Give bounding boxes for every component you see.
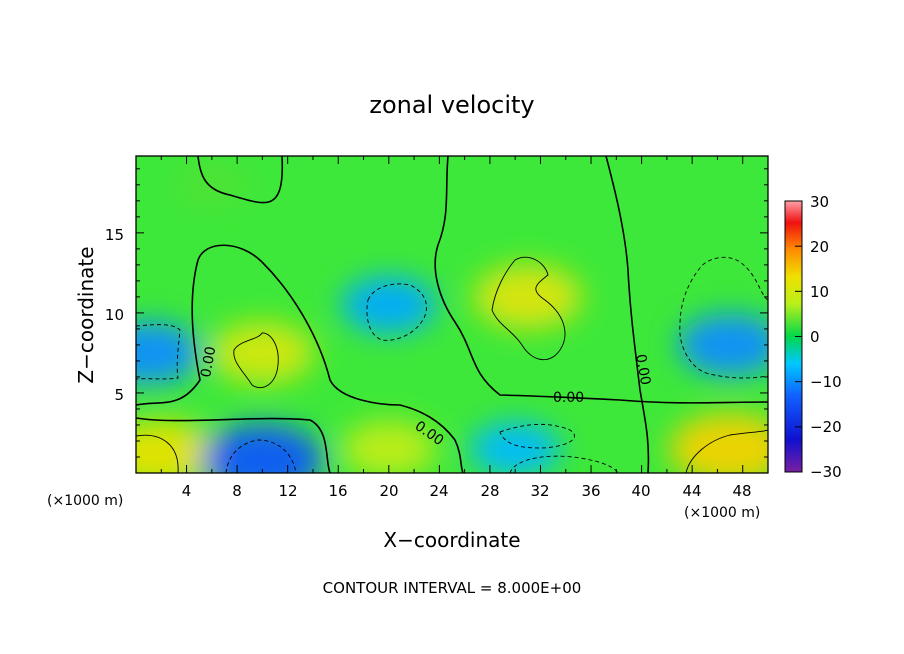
contour-positive-left-core bbox=[233, 332, 279, 389]
colorbar-tick-label: 10 bbox=[810, 283, 829, 301]
contour-label-left: 0.00 bbox=[198, 345, 219, 378]
x-tick-label: 16 bbox=[328, 482, 347, 500]
heatmap-region bbox=[669, 412, 768, 473]
heatmap-region bbox=[136, 420, 218, 473]
contour-negative-center bbox=[366, 283, 427, 341]
contour-label-center-right: 0.00 bbox=[553, 390, 584, 406]
x-tick-label: 40 bbox=[631, 482, 650, 500]
y-unit-label: (×1000 m) bbox=[47, 493, 123, 509]
contour-zero-left-loop bbox=[136, 244, 464, 473]
x-axis-label: X−coordinate bbox=[383, 528, 520, 552]
colorbar-tick-label: 20 bbox=[810, 238, 829, 256]
colorbar-tick-label: 30 bbox=[810, 193, 829, 211]
x-tick-label: 36 bbox=[581, 482, 600, 500]
heatmap-background bbox=[136, 156, 768, 473]
contour-negative-bottom-left bbox=[225, 439, 297, 473]
heatmap-region bbox=[201, 424, 324, 473]
heatmap-region bbox=[136, 321, 201, 384]
heatmap-region bbox=[341, 420, 437, 473]
x-tick-label: 44 bbox=[682, 482, 701, 500]
heatmap-region bbox=[473, 264, 583, 330]
x-tick-label: 48 bbox=[732, 482, 751, 500]
colorbar-tick-label: −20 bbox=[810, 418, 842, 436]
contour-negative-bottom-center bbox=[499, 423, 576, 449]
contour-zero-vertical-right bbox=[605, 156, 650, 473]
contour-zero-upper-right bbox=[434, 156, 768, 404]
contour-label-right-vertical: 0.00 bbox=[632, 353, 653, 386]
x-tick-label: 32 bbox=[530, 482, 549, 500]
heatmap-region bbox=[678, 313, 768, 376]
heatmap-field bbox=[136, 156, 768, 473]
heatmap-region bbox=[210, 321, 315, 384]
chart-title: zonal velocity bbox=[369, 91, 534, 119]
y-tick-label: 10 bbox=[105, 306, 124, 324]
x-tick-label: 28 bbox=[480, 482, 499, 500]
contour-interval-note: CONTOUR INTERVAL = 8.000E+00 bbox=[323, 579, 582, 597]
contour-positive-lower-left bbox=[136, 434, 179, 473]
colorbar-tick-label: −30 bbox=[810, 463, 842, 481]
contour-lines bbox=[136, 156, 768, 473]
heatmap-region bbox=[341, 276, 437, 334]
contour-zero-upper-left bbox=[197, 156, 284, 204]
contour-negative-left bbox=[136, 324, 181, 380]
y-tick-label: 5 bbox=[114, 386, 124, 404]
x-tick-label: 4 bbox=[182, 482, 192, 500]
axis-ticks bbox=[136, 156, 769, 473]
plot-frame bbox=[135, 155, 769, 474]
x-tick-label: 12 bbox=[278, 482, 297, 500]
heatmap-region bbox=[175, 162, 249, 207]
colorbar-tick-label: 0 bbox=[810, 328, 820, 346]
contour-zero-lower-left bbox=[136, 417, 331, 473]
contour-negative-bottom-center2 bbox=[509, 455, 619, 473]
heatmap-region bbox=[469, 421, 561, 473]
y-tick-label: 15 bbox=[105, 226, 124, 244]
contour-positive-center-core bbox=[491, 256, 566, 360]
y-tick-labels: 5 10 15 bbox=[105, 226, 124, 404]
contour-negative-right bbox=[679, 256, 768, 379]
y-axis-label: Z−coordinate bbox=[74, 246, 98, 383]
x-tick-label: 8 bbox=[232, 482, 242, 500]
x-unit-label: (×1000 m) bbox=[684, 505, 760, 521]
colorbar: 30 20 10 0 −10 −20 −30 bbox=[784, 193, 842, 481]
x-tick-labels: 4 8 12 16 20 24 28 32 36 40 44 48 bbox=[182, 482, 752, 500]
x-tick-label: 20 bbox=[379, 482, 398, 500]
contour-positive-lower-right bbox=[685, 429, 768, 473]
colorbar-tick-label: −10 bbox=[810, 373, 842, 391]
x-tick-label: 24 bbox=[429, 482, 448, 500]
